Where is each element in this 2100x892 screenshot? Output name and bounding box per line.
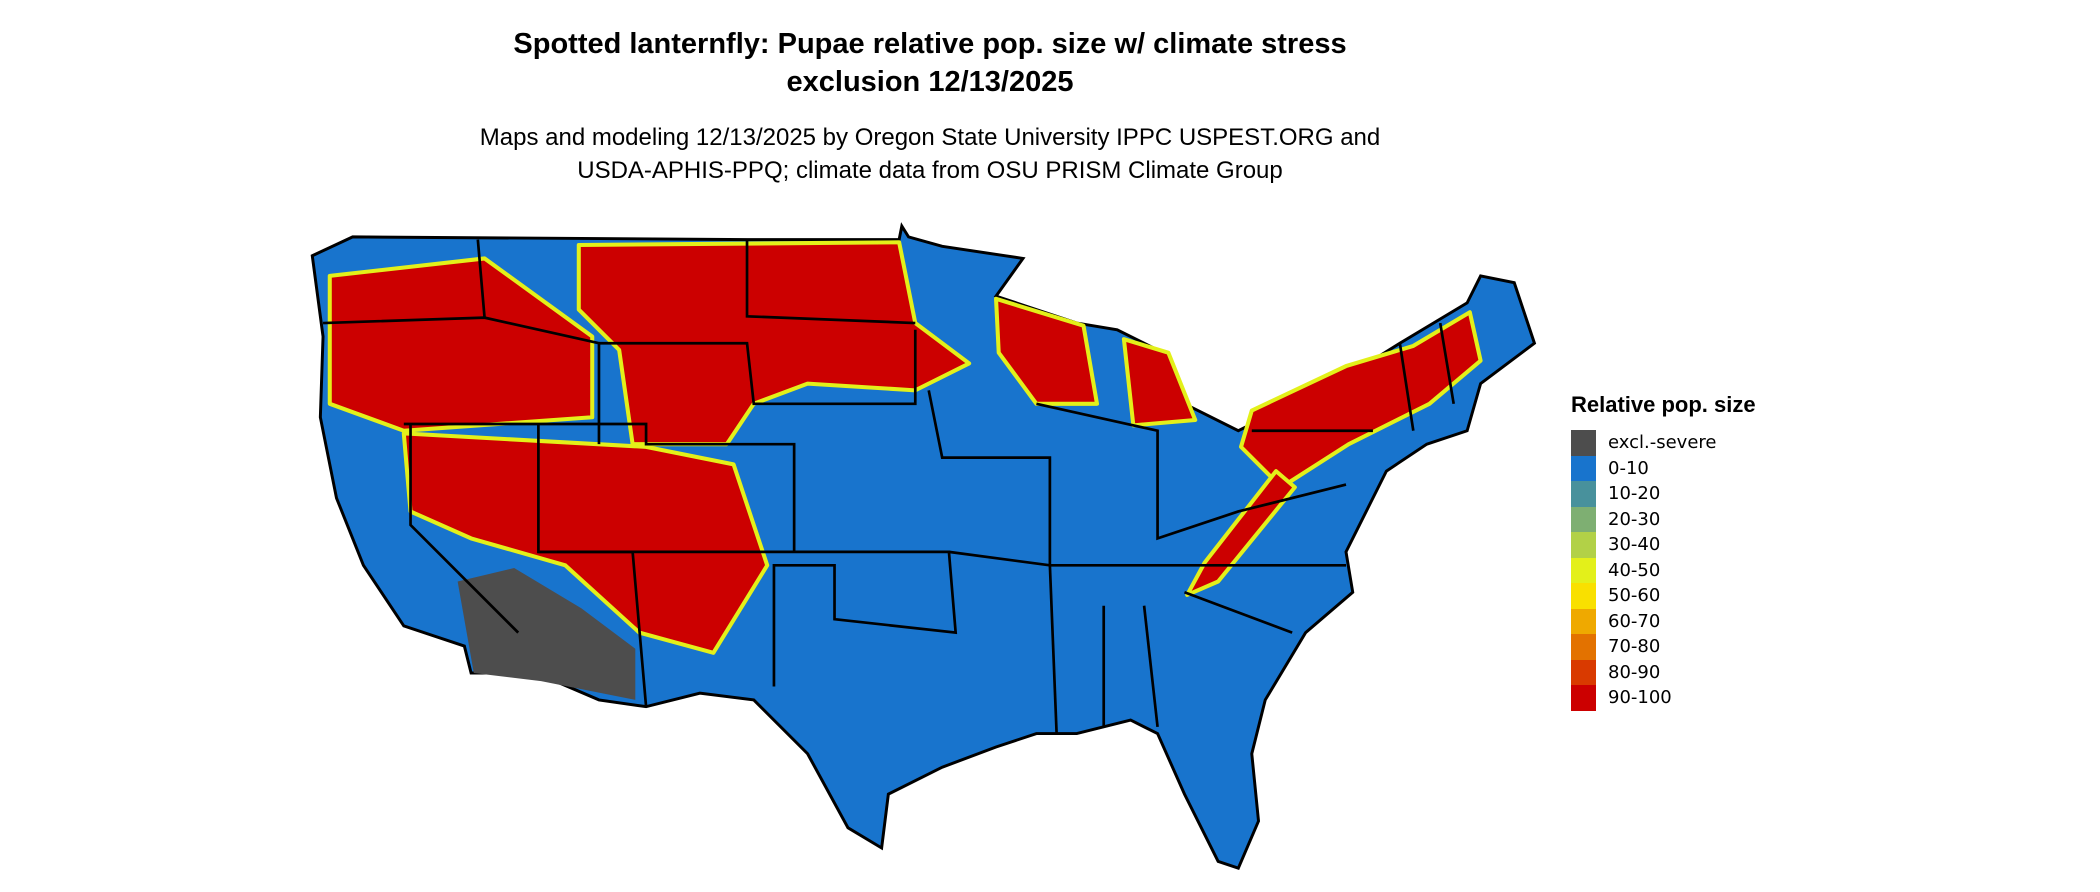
subtitle-line2: USDA-APHIS-PPQ; climate data from OSU PR… — [577, 157, 1283, 184]
legend-swatch — [1571, 557, 1596, 583]
legend-swatch — [1571, 481, 1596, 507]
legend-item: 30-40 — [1571, 532, 1756, 558]
legend-swatch — [1571, 608, 1596, 634]
legend-swatch — [1571, 532, 1596, 558]
excluded-severe-area — [457, 568, 636, 700]
legend-swatch — [1571, 659, 1596, 685]
high-population-areas — [327, 240, 1483, 655]
legend-swatch — [1571, 634, 1596, 660]
legend-item: 80-90 — [1571, 659, 1756, 685]
legend-label: 60-70 — [1608, 610, 1661, 632]
legend-item: 20-30 — [1571, 506, 1756, 532]
legend-label: 30-40 — [1608, 534, 1661, 556]
legend-swatch — [1571, 583, 1596, 609]
legend-swatch — [1571, 455, 1596, 481]
map-title-line2: exclusion 12/13/2025 — [786, 66, 1074, 98]
legend-label: 90-100 — [1608, 687, 1672, 709]
legend-label: 70-80 — [1608, 636, 1661, 658]
legend-item: excl.-severe — [1571, 430, 1756, 456]
us-outline — [310, 222, 1537, 871]
legend-item: 40-50 — [1571, 557, 1756, 583]
legend: Relative pop. size excl.-severe 0-10 10-20… — [1571, 392, 1756, 711]
legend-item: 0-10 — [1571, 455, 1756, 481]
legend-swatch — [1571, 506, 1596, 532]
legend-item: 60-70 — [1571, 608, 1756, 634]
legend-item: 90-100 — [1571, 685, 1756, 711]
subtitle-line1: Maps and modeling 12/13/2025 by Oregon S… — [479, 124, 1381, 151]
legend-item: 10-20 — [1571, 481, 1756, 507]
legend-item: 70-80 — [1571, 634, 1756, 660]
legend-label: 20-30 — [1608, 508, 1661, 530]
legend-label: excl.-severe — [1608, 432, 1717, 454]
legend-title: Relative pop. size — [1571, 392, 1756, 417]
legend-label: 80-90 — [1608, 661, 1661, 683]
legend-swatch — [1571, 685, 1596, 711]
legend-swatch — [1571, 430, 1596, 456]
legend-label: 0-10 — [1608, 457, 1649, 479]
legend-item: 50-60 — [1571, 583, 1756, 609]
state-borders — [322, 239, 1456, 734]
legend-label: 10-20 — [1608, 483, 1661, 505]
legend-label: 50-60 — [1608, 585, 1661, 607]
legend-label: 40-50 — [1608, 559, 1661, 581]
map-title-line1: Spotted lanternfly: Pupae relative pop. … — [513, 28, 1347, 60]
legend-items: excl.-severe 0-10 10-20 20-30 30-40 40-50 50-6… — [1571, 430, 1756, 711]
